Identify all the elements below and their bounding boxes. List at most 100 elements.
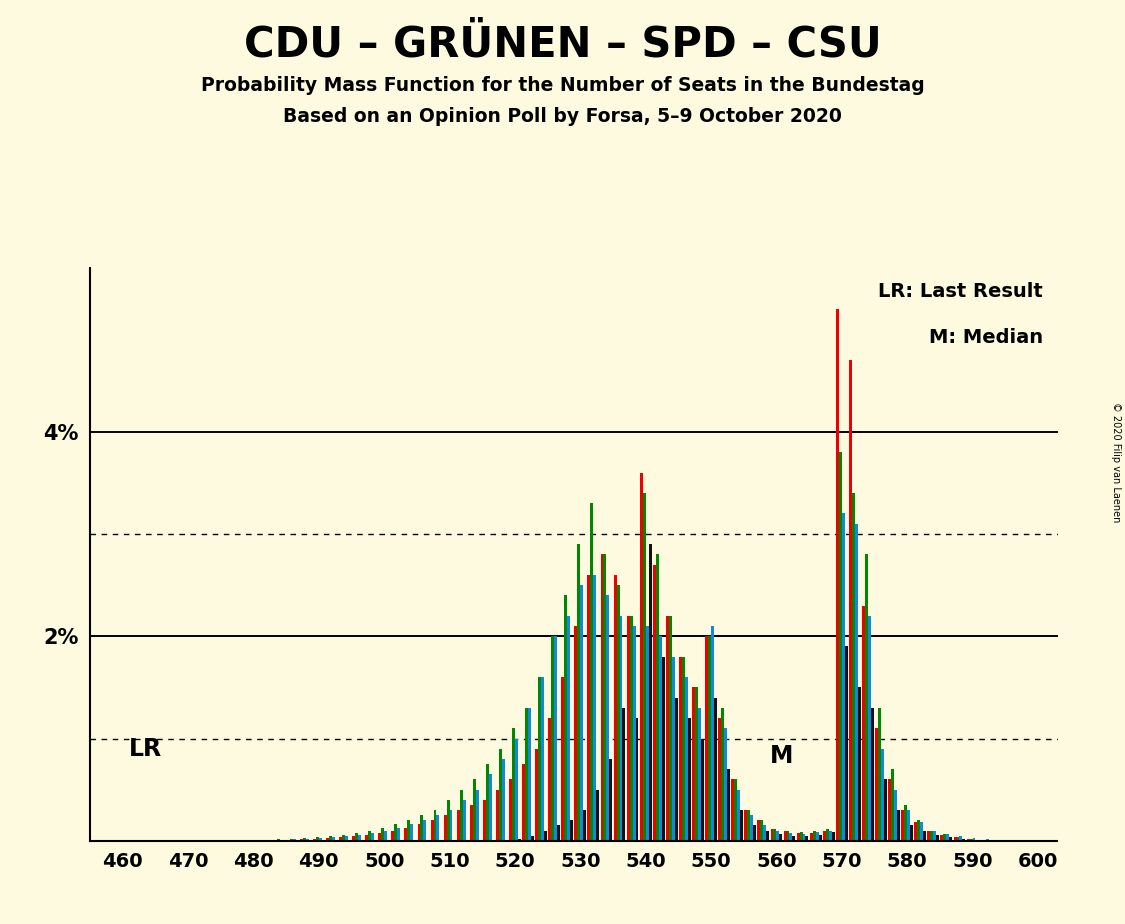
Bar — [806, 835, 809, 841]
Bar — [541, 677, 544, 841]
Bar — [123, 840, 126, 841]
Bar — [267, 840, 270, 841]
Bar — [920, 822, 924, 841]
Bar — [536, 748, 538, 841]
Bar — [476, 790, 478, 841]
Bar — [1006, 840, 1009, 841]
Bar — [593, 575, 596, 841]
Bar — [776, 831, 780, 841]
Bar — [208, 840, 212, 841]
Bar — [642, 493, 646, 841]
Bar — [577, 544, 580, 841]
Bar — [433, 810, 436, 841]
Bar — [986, 839, 989, 841]
Bar — [443, 815, 447, 841]
Bar — [394, 824, 397, 841]
Bar — [721, 708, 724, 841]
Text: CDU – GRÜNEN – SPD – CSU: CDU – GRÜNEN – SPD – CSU — [244, 23, 881, 65]
Bar — [812, 831, 816, 841]
Bar — [989, 840, 991, 841]
Bar — [881, 748, 884, 841]
Bar — [760, 821, 764, 841]
Bar — [950, 837, 952, 841]
Bar — [263, 840, 267, 841]
Bar — [450, 810, 452, 841]
Bar — [525, 708, 528, 841]
Text: Based on an Opinion Poll by Forsa, 5–9 October 2020: Based on an Opinion Poll by Forsa, 5–9 O… — [284, 107, 842, 127]
Bar — [659, 637, 662, 841]
Bar — [342, 834, 345, 841]
Bar — [248, 840, 251, 841]
Bar — [740, 810, 742, 841]
Bar — [575, 626, 577, 841]
Bar — [470, 805, 472, 841]
Bar — [496, 790, 498, 841]
Bar — [378, 833, 381, 841]
Bar — [727, 769, 730, 841]
Bar — [502, 759, 505, 841]
Bar — [672, 657, 675, 841]
Bar — [186, 840, 188, 841]
Bar — [392, 831, 394, 841]
Bar — [731, 780, 735, 841]
Bar — [954, 837, 956, 841]
Bar — [780, 833, 782, 841]
Text: LR: Last Result: LR: Last Result — [879, 283, 1043, 301]
Bar — [143, 840, 146, 841]
Bar — [891, 769, 894, 841]
Bar — [188, 840, 191, 841]
Bar — [975, 840, 979, 841]
Bar — [982, 840, 986, 841]
Bar — [290, 839, 292, 841]
Bar — [407, 821, 411, 841]
Bar — [771, 829, 774, 841]
Bar — [656, 554, 659, 841]
Bar — [692, 687, 695, 841]
Bar — [972, 838, 975, 841]
Bar — [280, 840, 282, 841]
Bar — [675, 698, 677, 841]
Bar — [865, 554, 867, 841]
Bar — [591, 504, 593, 841]
Bar — [915, 822, 917, 841]
Bar — [792, 835, 795, 841]
Bar — [718, 718, 721, 841]
Bar — [934, 831, 936, 841]
Bar — [384, 831, 387, 841]
Bar — [630, 615, 632, 841]
Bar — [708, 637, 711, 841]
Bar — [328, 835, 332, 841]
Bar — [162, 840, 165, 841]
Text: M: Median: M: Median — [929, 328, 1043, 347]
Bar — [852, 493, 855, 841]
Bar — [757, 821, 760, 841]
Bar — [397, 828, 400, 841]
Bar — [897, 810, 900, 841]
Bar — [907, 810, 910, 841]
Bar — [1038, 840, 1041, 841]
Bar — [878, 708, 881, 841]
Bar — [875, 728, 878, 841]
Bar — [300, 839, 303, 841]
Bar — [1019, 840, 1022, 841]
Bar — [561, 677, 565, 841]
Bar — [855, 524, 857, 841]
Bar — [462, 800, 466, 841]
Bar — [687, 718, 691, 841]
Bar — [313, 839, 316, 841]
Bar — [662, 657, 665, 841]
Bar — [649, 544, 651, 841]
Bar — [1011, 840, 1015, 841]
Bar — [538, 677, 541, 841]
Bar — [790, 833, 792, 841]
Bar — [169, 840, 172, 841]
Bar — [460, 790, 462, 841]
Bar — [528, 708, 531, 841]
Bar — [570, 821, 573, 841]
Bar — [565, 595, 567, 841]
Bar — [980, 840, 982, 841]
Bar — [587, 575, 591, 841]
Bar — [201, 840, 204, 841]
Bar — [936, 834, 939, 841]
Bar — [889, 780, 891, 841]
